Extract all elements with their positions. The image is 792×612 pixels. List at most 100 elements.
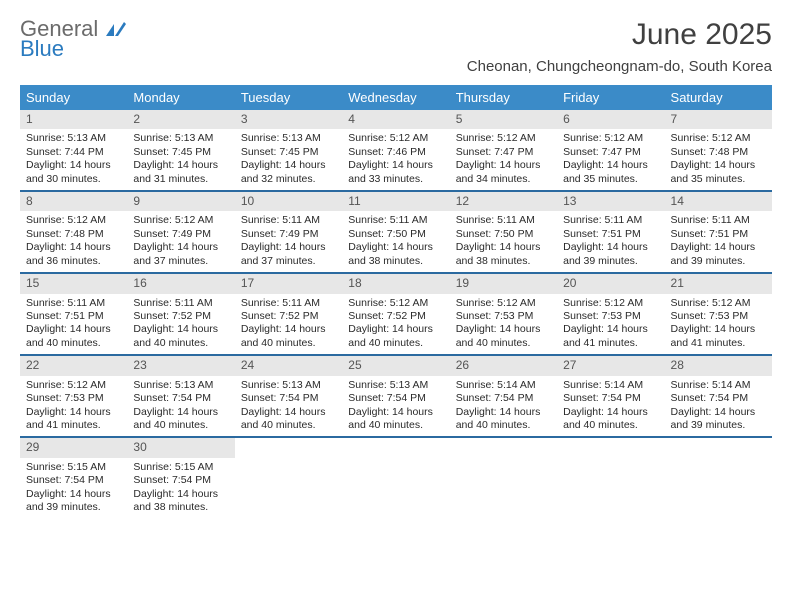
day-number: 2 <box>127 110 234 129</box>
day-cell: 24Sunrise: 5:13 AMSunset: 7:54 PMDayligh… <box>235 356 342 436</box>
day-number: 29 <box>20 438 127 457</box>
day-number: 30 <box>127 438 234 457</box>
sunrise-line: Sunrise: 5:12 AM <box>456 297 551 310</box>
day-cell: 11Sunrise: 5:11 AMSunset: 7:50 PMDayligh… <box>342 192 449 272</box>
day-body: Sunrise: 5:11 AMSunset: 7:51 PMDaylight:… <box>557 211 664 272</box>
day-number: 11 <box>342 192 449 211</box>
day-body: Sunrise: 5:11 AMSunset: 7:52 PMDaylight:… <box>235 294 342 355</box>
day-cell: 15Sunrise: 5:11 AMSunset: 7:51 PMDayligh… <box>20 274 127 354</box>
daylight-line: Daylight: 14 hours and 35 minutes. <box>671 159 766 186</box>
day-number: 28 <box>665 356 772 375</box>
week-row: 22 Sunrise: 5:12 AMSunset: 7:53 PM Dayligh… <box>20 356 772 438</box>
sunset-line: Sunset: 7:48 PM <box>671 146 766 159</box>
day-cell: 1Sunrise: 5:13 AMSunset: 7:44 PMDaylight… <box>20 110 127 190</box>
sunrise-line: Sunrise: 5:13 AM <box>241 132 336 145</box>
day-body: Sunrise: 5:13 AMSunset: 7:54 PMDaylight:… <box>127 376 234 437</box>
day-number: 22 <box>20 356 127 375</box>
day-body: Sunrise: 5:12 AMSunset: 7:53 PMDaylight:… <box>450 294 557 355</box>
daylight-line: Daylight: 14 hours and 39 minutes. <box>671 406 766 433</box>
day-number: 13 <box>557 192 664 211</box>
sunrise-line: Sunrise: 5:11 AM <box>133 297 228 310</box>
page-title: June 2025 <box>467 18 772 52</box>
day-body: Sunrise: 5:13 AMSunset: 7:45 PMDaylight:… <box>127 129 234 190</box>
day-body: Sunrise: 5:12 AMSunset: 7:47 PMDaylight:… <box>557 129 664 190</box>
sunrise-line: Sunrise: 5:15 AM <box>133 461 228 474</box>
sunset-line: Sunset: 7:53 PM <box>26 392 121 405</box>
day-cell: 18Sunrise: 5:12 AMSunset: 7:52 PMDayligh… <box>342 274 449 354</box>
sunset-line: Sunset: 7:54 PM <box>563 392 658 405</box>
day-body: Sunrise: 5:12 AMSunset: 7:48 PMDaylight:… <box>665 129 772 190</box>
day-cell: 22Sunrise: 5:12 AMSunset: 7:53 PMDayligh… <box>20 356 127 436</box>
day-cell: 4Sunrise: 5:12 AMSunset: 7:46 PMDaylight… <box>342 110 449 190</box>
sunset-line: Sunset: 7:53 PM <box>456 310 551 323</box>
sunset-line: Sunset: 7:48 PM <box>26 228 121 241</box>
day-cell: 28Sunrise: 5:14 AMSunset: 7:54 PMDayligh… <box>665 356 772 436</box>
day-number: 21 <box>665 274 772 293</box>
day-body: Sunrise: 5:11 AMSunset: 7:51 PMDaylight:… <box>665 211 772 272</box>
header: General Blue June 2025 Cheonan, Chungche… <box>20 18 772 75</box>
day-cell <box>557 438 664 518</box>
day-number: 12 <box>450 192 557 211</box>
day-body: Sunrise: 5:14 AMSunset: 7:54 PMDaylight:… <box>665 376 772 437</box>
day-number: 26 <box>450 356 557 375</box>
day-cell <box>450 438 557 518</box>
sunrise-line: Sunrise: 5:12 AM <box>26 379 121 392</box>
sunrise-line: Sunrise: 5:13 AM <box>348 379 443 392</box>
day-cell: 6Sunrise: 5:12 AMSunset: 7:47 PMDaylight… <box>557 110 664 190</box>
sunrise-line: Sunrise: 5:11 AM <box>26 297 121 310</box>
day-number: 20 <box>557 274 664 293</box>
day-body: Sunrise: 5:14 AMSunset: 7:54 PMDaylight:… <box>450 376 557 437</box>
sunrise-line: Sunrise: 5:11 AM <box>563 214 658 227</box>
sunset-line: Sunset: 7:52 PM <box>133 310 228 323</box>
sunrise-line: Sunrise: 5:12 AM <box>348 132 443 145</box>
sunrise-line: Sunrise: 5:12 AM <box>671 297 766 310</box>
sunrise-line: Sunrise: 5:13 AM <box>241 379 336 392</box>
weekday-header: Monday <box>127 85 234 110</box>
brand-word-2: Blue <box>20 38 128 60</box>
daylight-line: Daylight: 14 hours and 38 minutes. <box>348 241 443 268</box>
day-body: Sunrise: 5:14 AMSunset: 7:54 PMDaylight:… <box>557 376 664 437</box>
day-number: 14 <box>665 192 772 211</box>
daylight-line: Daylight: 14 hours and 38 minutes. <box>133 488 228 515</box>
day-cell: 3Sunrise: 5:13 AMSunset: 7:45 PMDaylight… <box>235 110 342 190</box>
day-cell: 26Sunrise: 5:14 AMSunset: 7:54 PMDayligh… <box>450 356 557 436</box>
sunset-line: Sunset: 7:50 PM <box>348 228 443 241</box>
day-body: Sunrise: 5:13 AMSunset: 7:44 PMDaylight:… <box>20 129 127 190</box>
day-number: 6 <box>557 110 664 129</box>
sunset-line: Sunset: 7:51 PM <box>563 228 658 241</box>
daylight-line: Daylight: 14 hours and 40 minutes. <box>241 406 336 433</box>
day-cell: 14Sunrise: 5:11 AMSunset: 7:51 PMDayligh… <box>665 192 772 272</box>
sunrise-line: Sunrise: 5:11 AM <box>241 214 336 227</box>
day-body: Sunrise: 5:12 AMSunset: 7:47 PMDaylight:… <box>450 129 557 190</box>
sunset-line: Sunset: 7:47 PM <box>563 146 658 159</box>
week-row: 8Sunrise: 5:12 AMSunset: 7:48 PMDaylight… <box>20 192 772 274</box>
weekday-header: Sunday <box>20 85 127 110</box>
day-cell: 13Sunrise: 5:11 AMSunset: 7:51 PMDayligh… <box>557 192 664 272</box>
sunset-line: Sunset: 7:44 PM <box>26 146 121 159</box>
day-number: 8 <box>20 192 127 211</box>
sunset-line: Sunset: 7:52 PM <box>348 310 443 323</box>
sunrise-line: Sunrise: 5:11 AM <box>241 297 336 310</box>
day-cell: 12Sunrise: 5:11 AMSunset: 7:50 PMDayligh… <box>450 192 557 272</box>
daylight-line: Daylight: 14 hours and 39 minutes. <box>563 241 658 268</box>
daylight-line: Daylight: 14 hours and 30 minutes. <box>26 159 121 186</box>
weekday-header: Saturday <box>665 85 772 110</box>
day-cell: 9Sunrise: 5:12 AMSunset: 7:49 PMDaylight… <box>127 192 234 272</box>
day-number: 3 <box>235 110 342 129</box>
day-cell: 25Sunrise: 5:13 AMSunset: 7:54 PMDayligh… <box>342 356 449 436</box>
daylight-line: Daylight: 14 hours and 41 minutes. <box>671 323 766 350</box>
week-row: 29Sunrise: 5:15 AMSunset: 7:54 PMDayligh… <box>20 438 772 518</box>
sunrise-line: Sunrise: 5:12 AM <box>456 132 551 145</box>
week-row: 1Sunrise: 5:13 AMSunset: 7:44 PMDaylight… <box>20 110 772 192</box>
day-number: 9 <box>127 192 234 211</box>
day-body: Sunrise: 5:11 AMSunset: 7:51 PMDaylight:… <box>20 294 127 355</box>
day-cell: 2Sunrise: 5:13 AMSunset: 7:45 PMDaylight… <box>127 110 234 190</box>
daylight-line: Daylight: 14 hours and 40 minutes. <box>456 323 551 350</box>
day-number: 5 <box>450 110 557 129</box>
weekday-header: Tuesday <box>235 85 342 110</box>
daylight-line: Daylight: 14 hours and 41 minutes. <box>563 323 658 350</box>
day-body: Sunrise: 5:13 AMSunset: 7:54 PMDaylight:… <box>235 376 342 437</box>
sunset-line: Sunset: 7:49 PM <box>241 228 336 241</box>
sunrise-line: Sunrise: 5:13 AM <box>26 132 121 145</box>
sunset-line: Sunset: 7:54 PM <box>241 392 336 405</box>
